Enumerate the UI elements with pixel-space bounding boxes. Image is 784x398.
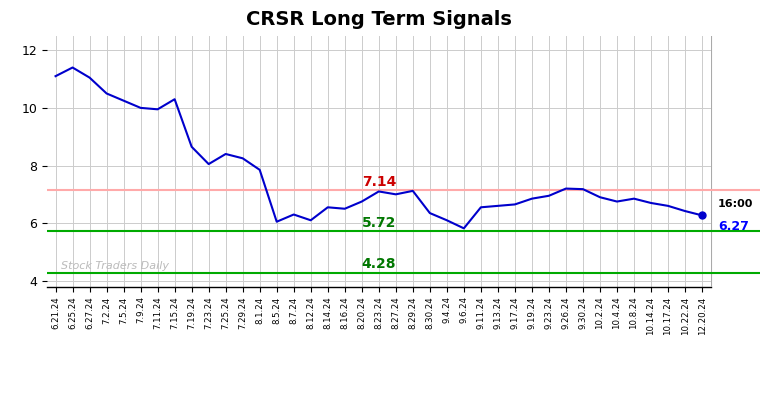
Text: 7.14: 7.14: [361, 175, 396, 189]
Text: 4.28: 4.28: [361, 258, 396, 271]
Text: 5.72: 5.72: [361, 216, 396, 230]
Text: Stock Traders Daily: Stock Traders Daily: [60, 261, 169, 271]
Title: CRSR Long Term Signals: CRSR Long Term Signals: [246, 10, 512, 29]
Text: 6.27: 6.27: [718, 220, 749, 233]
Text: 16:00: 16:00: [718, 199, 753, 209]
